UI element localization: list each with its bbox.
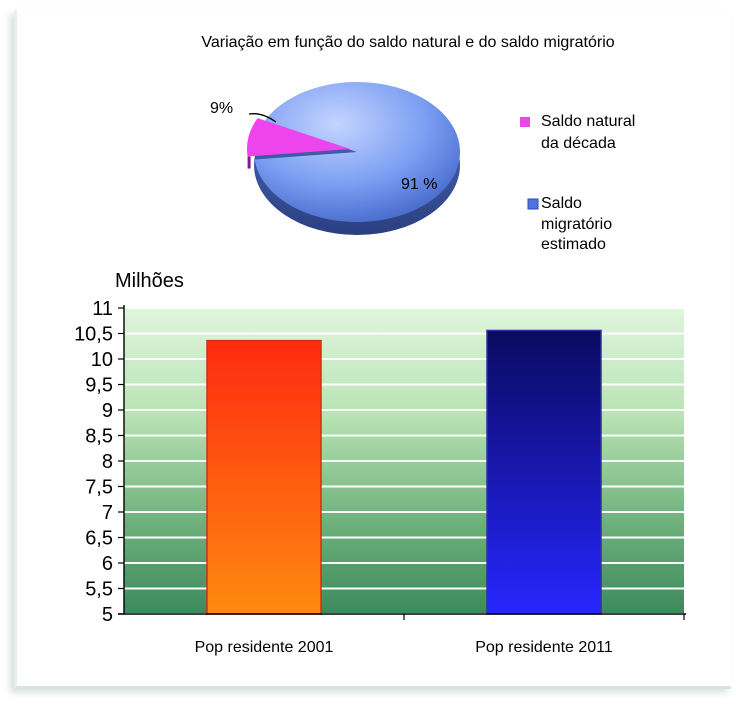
bar-y-axis-title: Milhões [115,270,184,292]
y-tick-label: 8,5 [85,426,113,448]
pie-legend: Saldo natural da década Saldo migratório… [520,113,635,253]
bar-1 [206,339,322,615]
bar-x-axis-labels: Pop residente 2001 Pop residente 2011 [195,614,685,656]
legend-label-saldo-natural-line1: Saldo natural [541,113,635,130]
y-tick-label: 5 [102,604,113,626]
bars [206,329,602,615]
y-tick-label: 7,5 [85,477,113,499]
y-tick-label: 10,5 [74,324,113,346]
pie-label-saldo-natural: 9% [210,100,233,117]
legend-label-saldo-natural-line2: da década [541,135,616,152]
bar-y-axis-ticks: 5 5,5 6 6,5 7 7,5 8 8,5 9 9,5 10 10,5 11 [74,298,124,626]
y-tick-label: 5,5 [85,579,113,601]
y-tick-label: 10 [91,349,113,371]
y-tick-label: 6 [102,553,113,575]
y-tick-label: 8 [102,451,113,473]
pie-leader-line [248,113,277,123]
x-tick-label: Pop residente 2001 [195,639,334,656]
legend-label-saldo-migratorio-line3: estimado [541,236,606,253]
x-tick-label: Pop residente 2011 [475,639,613,656]
legend-swatch-saldo-natural [520,117,530,127]
y-tick-label: 11 [92,298,113,320]
bar-2 [486,329,602,615]
y-tick-label: 9,5 [85,375,113,397]
y-tick-label: 6,5 [85,528,113,550]
legend-label-saldo-migratorio-line2: migratório [541,216,612,233]
pie-slice-saldo-natural [246,118,350,157]
pie-chart [246,82,460,235]
y-tick-label: 9 [102,400,113,422]
pie-slice-saldo-migratorio [254,82,460,222]
y-tick-label: 7 [102,502,113,524]
legend-label-saldo-migratorio-line1: Saldo [541,195,582,212]
pie-label-saldo-migratorio: 91 % [401,176,437,193]
pie-slice-side-saldo-natural [247,156,251,169]
legend-swatch-saldo-migratorio [527,198,539,210]
pie-title: Variação em função do saldo natural e do… [201,34,614,51]
